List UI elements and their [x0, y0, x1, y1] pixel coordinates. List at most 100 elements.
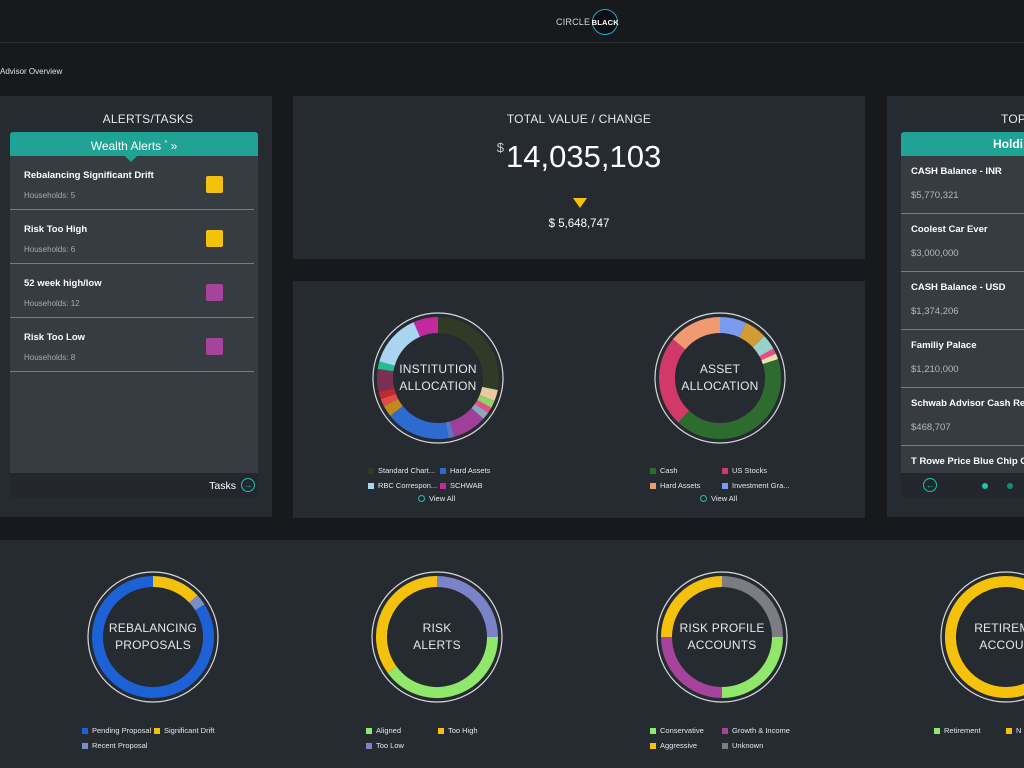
alert-item[interactable]: Risk Too Low Households: 8 [10, 318, 254, 372]
legend-item[interactable]: Too Low [366, 741, 404, 750]
riskprofile-segment-2[interactable] [661, 636, 723, 698]
institution-segment-10[interactable] [378, 388, 396, 400]
chart-label-line: ACCOUN [979, 638, 1024, 652]
page-dot-active[interactable] [982, 483, 988, 489]
legend-swatch [438, 727, 444, 734]
legend-item[interactable]: Unknown [722, 741, 763, 750]
legend-item[interactable]: Aggressive [650, 741, 697, 750]
retirement-segment-0[interactable] [945, 576, 1024, 698]
alert-status-square[interactable] [206, 230, 223, 247]
donut-center [394, 334, 482, 422]
legend-item[interactable]: RBC Correspon... [368, 481, 437, 490]
holding-item[interactable]: Coolest Car Ever $3,000,000 [901, 214, 1024, 272]
riskprofile-segment-1[interactable] [721, 636, 783, 698]
institution-segment-3[interactable] [474, 400, 492, 413]
tasks-link[interactable]: Tasks [209, 480, 236, 492]
asset-segment-5[interactable] [678, 359, 781, 439]
asset-segment-1[interactable] [738, 322, 765, 348]
asset-segment-4[interactable] [761, 353, 779, 365]
rebalancing-donut-chart[interactable] [83, 567, 223, 707]
institution-segment-2[interactable] [477, 394, 495, 408]
alert-item[interactable]: Rebalancing Significant Drift Households:… [10, 156, 254, 210]
institution-segment-4[interactable] [471, 403, 489, 419]
legend-item[interactable]: Too High [438, 726, 478, 735]
institution-donut-chart[interactable] [368, 308, 508, 448]
asset-view-all-link[interactable]: View All [700, 494, 737, 503]
rebalancing-segment-1[interactable] [189, 595, 205, 611]
legend-item[interactable]: Investment Gra... [722, 481, 790, 490]
holding-name: CASH Balance - INR [911, 166, 1002, 177]
legend-item[interactable]: Aligned [366, 726, 401, 735]
breadcrumb[interactable]: Advisor Overview [0, 67, 63, 76]
holding-item[interactable]: Familiy Palace $1,210,000 [901, 330, 1024, 388]
risk-donut-chart[interactable] [367, 567, 507, 707]
asset-segment-0[interactable] [719, 317, 746, 338]
legend-item[interactable]: N [1006, 726, 1021, 735]
legend-item[interactable]: Hard Assets [650, 481, 700, 490]
legend-item[interactable]: Significant Drift [154, 726, 214, 735]
top-holdings-panel: TOP Holdi CASH Balance - INR $5,770,321 Co… [887, 96, 1024, 517]
institution-segment-14[interactable] [413, 317, 439, 337]
institution-segment-5[interactable] [449, 407, 484, 437]
legend-label: Pending Proposal [92, 726, 152, 735]
risk-segment-1[interactable] [387, 636, 498, 698]
legend-item[interactable]: Hard Assets [440, 466, 490, 475]
legend-item[interactable]: SCHWAB [440, 481, 483, 490]
change-value: $ 5,648,747 [548, 218, 610, 230]
asset-segment-7[interactable] [673, 317, 721, 350]
institution-segment-13[interactable] [379, 322, 421, 367]
alert-item[interactable]: Risk Too High Households: 6 [10, 210, 254, 264]
alert-name: 52 week high/low [24, 278, 102, 289]
institution-view-all-link[interactable]: View All [418, 494, 455, 503]
alert-status-square[interactable] [206, 284, 223, 301]
holding-item[interactable]: T Rowe Price Blue Chip G [901, 446, 1024, 486]
asset-donut-chart[interactable] [650, 308, 790, 448]
tasks-footer[interactable]: Tasks → [10, 473, 258, 498]
chart-label-line: ALERTS [413, 638, 461, 652]
asset-segment-3[interactable] [759, 348, 776, 361]
holding-item[interactable]: Schwab Advisor Cash Res $468,707 [901, 388, 1024, 446]
legend-label: Aligned [376, 726, 402, 735]
alert-status-square[interactable] [206, 338, 223, 355]
riskprofile-segment-0[interactable] [721, 576, 783, 638]
holdings-header[interactable]: Holdi [901, 132, 1024, 156]
institution-segment-0[interactable] [437, 317, 499, 390]
legend-item[interactable]: Recent Proposal [82, 741, 147, 750]
riskprofile-donut-chart[interactable] [652, 567, 792, 707]
retirement-donut-chart[interactable] [936, 567, 1024, 707]
double-chevron-right-icon: » [170, 139, 178, 153]
legend-item[interactable]: Standard Chart... [368, 466, 435, 475]
legend-swatch [82, 727, 88, 734]
institution-segment-9[interactable] [380, 393, 399, 407]
holding-item[interactable]: CASH Balance - USD $1,374,206 [901, 272, 1024, 330]
legend-item[interactable]: Pending Proposal [82, 726, 151, 735]
plus-circle-icon [700, 495, 707, 502]
rebalancing-segment-2[interactable] [92, 576, 214, 698]
arrow-left-circle-icon[interactable]: ← [923, 478, 937, 492]
alert-status-square[interactable] [206, 176, 223, 193]
alert-item[interactable]: 52 week high/low Households: 12 [10, 264, 254, 318]
asset-segment-6[interactable] [659, 339, 690, 423]
institution-segment-11[interactable] [377, 368, 395, 392]
riskprofile-segment-3[interactable] [661, 576, 723, 638]
institution-segment-12[interactable] [377, 361, 395, 372]
sub-bar [0, 44, 1024, 94]
institution-segment-8[interactable] [383, 398, 403, 416]
arrow-right-circle-icon[interactable]: → [241, 478, 255, 492]
risk-segment-2[interactable] [376, 576, 438, 673]
risk-segment-0[interactable] [436, 576, 498, 638]
legend-item[interactable]: Retirement [934, 726, 981, 735]
legend-item[interactable]: US Stocks [722, 466, 767, 475]
holding-item[interactable]: CASH Balance - INR $5,770,321 [901, 156, 1024, 214]
page-dot[interactable] [1007, 483, 1013, 489]
institution-segment-7[interactable] [390, 405, 449, 439]
rebalancing-segment-0[interactable] [152, 576, 198, 603]
institution-segment-6[interactable] [445, 421, 455, 439]
asset-segment-2[interactable] [752, 336, 774, 357]
institution-segment-1[interactable] [479, 386, 498, 402]
legend-item[interactable]: Growth & Income [722, 726, 790, 735]
wealth-alerts-header[interactable]: Wealth Alerts * » [10, 132, 258, 162]
legend-item[interactable]: Conservative [650, 726, 704, 735]
legend-item[interactable]: Cash [650, 466, 678, 475]
logo[interactable]: CIRCLE BLACK [556, 8, 619, 36]
